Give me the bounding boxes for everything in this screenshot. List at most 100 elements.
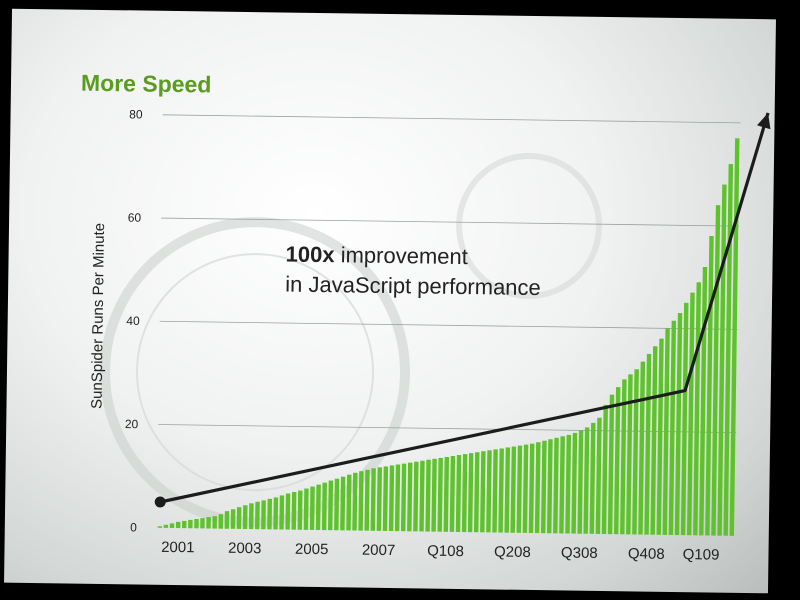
bar bbox=[565, 434, 572, 534]
bar bbox=[626, 374, 633, 535]
bar bbox=[236, 507, 242, 529]
y-tick-label: 80 bbox=[129, 107, 143, 121]
y-tick-label: 0 bbox=[130, 520, 137, 534]
bar bbox=[206, 517, 211, 529]
bar bbox=[504, 447, 511, 533]
bar bbox=[717, 184, 727, 536]
bar bbox=[425, 459, 431, 532]
bar bbox=[461, 454, 468, 533]
bar bbox=[382, 466, 389, 531]
bar bbox=[419, 460, 425, 532]
bar bbox=[644, 353, 652, 535]
projection-screen: More Speed 0 20 40 60 80 SunSpider Runs Per M… bbox=[4, 8, 776, 594]
bar bbox=[729, 138, 740, 536]
annotation-rest: improvement bbox=[334, 242, 468, 269]
bar bbox=[455, 455, 462, 533]
bar bbox=[291, 491, 297, 530]
bar bbox=[607, 394, 615, 535]
bar bbox=[577, 430, 584, 534]
bar bbox=[595, 417, 602, 534]
bar bbox=[480, 451, 486, 533]
bar bbox=[188, 519, 193, 529]
x-tick-label: Q208 bbox=[494, 543, 531, 561]
bar bbox=[346, 474, 352, 531]
x-tick-label: 2007 bbox=[362, 542, 396, 559]
bar bbox=[267, 498, 273, 530]
y-tick-label: 20 bbox=[125, 417, 139, 431]
bar bbox=[449, 455, 456, 532]
trend-arrow-line bbox=[159, 112, 770, 504]
speed-bar-chart: 0 20 40 60 80 SunSpider Runs Per Minute 2001 20… bbox=[88, 107, 771, 564]
bar bbox=[376, 467, 382, 531]
gridline bbox=[161, 217, 740, 227]
bar bbox=[680, 302, 689, 536]
bar bbox=[400, 463, 407, 532]
bar bbox=[297, 490, 303, 530]
trend-arrow-start-dot bbox=[154, 496, 166, 508]
x-tick-label: 2003 bbox=[228, 540, 262, 557]
bar bbox=[510, 446, 517, 533]
bar bbox=[327, 480, 334, 531]
bar bbox=[218, 514, 224, 529]
bar bbox=[601, 404, 608, 535]
bar bbox=[632, 369, 639, 535]
bar bbox=[303, 488, 309, 530]
bar bbox=[370, 468, 376, 531]
bar bbox=[467, 453, 474, 533]
x-tick-label: Q408 bbox=[628, 545, 665, 563]
bar bbox=[473, 452, 480, 533]
bar bbox=[437, 457, 443, 532]
bar bbox=[157, 526, 163, 528]
bar bbox=[194, 518, 199, 529]
stopwatch-backdrop-crown bbox=[456, 152, 603, 299]
x-tick-label: Q109 bbox=[683, 546, 720, 564]
bar bbox=[559, 436, 565, 534]
bar bbox=[255, 501, 260, 530]
bar bbox=[285, 493, 291, 530]
bar bbox=[248, 503, 254, 530]
bar bbox=[650, 346, 658, 535]
bar bbox=[242, 505, 248, 530]
bar bbox=[522, 444, 529, 533]
bar bbox=[486, 450, 492, 533]
bar bbox=[388, 465, 395, 532]
bar bbox=[309, 486, 315, 530]
bar bbox=[273, 497, 279, 530]
y-axis-label: SunSpider Runs Per Minute bbox=[88, 223, 108, 409]
bar bbox=[589, 422, 596, 534]
x-tick-label: 2001 bbox=[161, 539, 195, 556]
y-tick-label: 60 bbox=[128, 211, 142, 225]
x-tick-label: 2005 bbox=[295, 541, 329, 558]
bar bbox=[668, 320, 677, 535]
bar bbox=[498, 448, 504, 533]
bar bbox=[352, 472, 358, 531]
bar bbox=[583, 427, 590, 534]
bar bbox=[334, 478, 340, 531]
bar bbox=[540, 440, 547, 534]
bar bbox=[321, 482, 327, 531]
bar bbox=[175, 521, 181, 529]
bar bbox=[182, 520, 187, 529]
bar bbox=[674, 313, 683, 536]
x-tick-label: Q308 bbox=[561, 544, 598, 562]
bar bbox=[553, 437, 559, 534]
bar bbox=[571, 432, 578, 534]
bar bbox=[431, 458, 437, 532]
annotation-line-2: in JavaScript performance bbox=[285, 272, 541, 301]
bar bbox=[169, 523, 175, 529]
bar bbox=[516, 445, 523, 533]
bar bbox=[407, 462, 413, 532]
trend-arrowhead bbox=[757, 112, 771, 130]
annotation-line-1: 100x improvement bbox=[285, 242, 468, 270]
bar bbox=[230, 509, 236, 529]
bar bbox=[723, 164, 734, 536]
x-tick-label: Q108 bbox=[427, 543, 464, 561]
bar bbox=[620, 379, 627, 535]
bar bbox=[200, 518, 205, 529]
bar bbox=[364, 469, 370, 531]
bar bbox=[705, 236, 714, 536]
bar bbox=[699, 266, 708, 536]
y-tick-label: 40 bbox=[126, 314, 140, 328]
bar bbox=[534, 442, 541, 534]
bar bbox=[686, 292, 695, 536]
